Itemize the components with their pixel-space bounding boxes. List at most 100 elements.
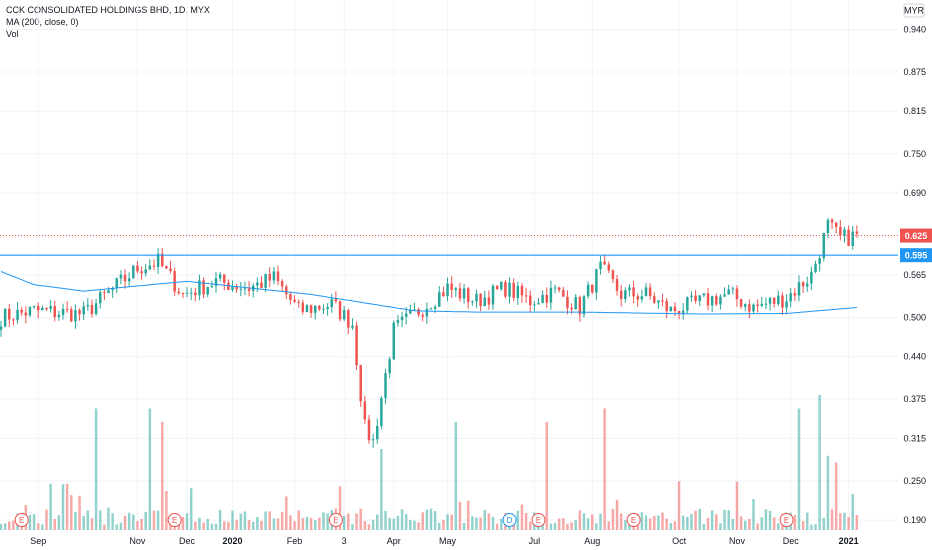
volume-bar	[586, 518, 590, 530]
earnings-event-marker[interactable]	[14, 513, 29, 527]
volume-bar	[177, 523, 181, 530]
moving-average-series	[0, 271, 857, 315]
candle-body	[144, 269, 147, 274]
volume-bar	[214, 523, 218, 530]
earnings-event-marker[interactable]	[328, 513, 343, 527]
candle-body	[8, 308, 11, 320]
candle-body	[148, 265, 152, 270]
candle-body	[500, 282, 503, 290]
volume-bar	[165, 491, 168, 530]
volume-bar	[619, 513, 623, 530]
volume-bar	[644, 515, 648, 530]
candle-body	[194, 292, 197, 296]
volume-bar	[57, 515, 61, 530]
y-tick-label: 0.875	[903, 67, 926, 77]
volume-bar	[553, 523, 557, 530]
x-tick-label: Nov	[729, 536, 746, 546]
volume-bar	[297, 510, 300, 530]
candle-body	[231, 286, 234, 290]
volume-bar	[801, 521, 805, 530]
volume-bar	[855, 515, 859, 530]
volume-bar	[318, 517, 321, 530]
candle-body	[297, 301, 300, 303]
chart-title: CCK CONSOLIDATED HOLDINGS BHD, 1D, MYX	[6, 5, 210, 15]
candle-body	[90, 304, 94, 314]
candle-body	[49, 306, 52, 310]
candle-body	[156, 253, 160, 267]
ma-indicator-label[interactable]: MA (200, close, 0)	[6, 17, 79, 27]
volume-bar	[806, 512, 809, 530]
volume-bar	[686, 516, 689, 530]
earnings-event-marker[interactable]	[626, 513, 641, 527]
volume-bar	[293, 521, 296, 530]
volume-bar	[566, 523, 569, 530]
volume-bar	[115, 524, 119, 530]
candle-body	[818, 258, 821, 264]
candle-body	[570, 307, 573, 310]
candle-body	[516, 285, 520, 298]
candle-body	[537, 303, 540, 305]
x-tick-label: Dec	[179, 536, 196, 546]
volume-bar	[32, 514, 36, 530]
y-tick-label: 0.190	[903, 515, 926, 525]
volume-bar	[487, 513, 491, 530]
earnings-event-marker[interactable]	[531, 513, 546, 527]
candle-body	[396, 320, 400, 323]
y-tick-label: 0.440	[903, 352, 926, 362]
earnings-event-label: E	[784, 516, 789, 525]
volume-bar	[793, 515, 797, 530]
candle-body	[123, 274, 127, 282]
candle-body	[851, 231, 854, 246]
x-tick-label: May	[439, 536, 457, 546]
candle-body	[847, 229, 850, 246]
volume-bar	[735, 481, 739, 530]
candle-body	[814, 263, 817, 272]
price-axis[interactable]: 0.940 0.875 0.815 0.750 0.690 0.565 0.500 0.440…	[903, 3, 926, 525]
volume-bar	[458, 501, 462, 530]
ma-200-line	[0, 271, 857, 315]
candle-body	[86, 304, 90, 307]
candle-body	[793, 293, 797, 296]
volume-bar	[301, 518, 305, 530]
candle-body	[479, 293, 482, 307]
volume-bar	[545, 422, 549, 530]
volume-bar	[144, 511, 147, 530]
earnings-event-marker[interactable]	[167, 513, 182, 527]
candlestick-series	[0, 217, 859, 448]
candle-body	[425, 308, 429, 317]
candle-body	[371, 439, 375, 441]
volume-bar	[392, 518, 396, 530]
candle-body	[830, 219, 834, 223]
earnings-event-marker[interactable]	[779, 513, 794, 527]
candle-body	[475, 293, 478, 302]
candle-body	[322, 308, 325, 310]
volume-bar	[218, 509, 222, 530]
candle-body	[218, 274, 222, 279]
volume-bars	[0, 395, 859, 530]
volume-bar	[123, 515, 127, 530]
candle-body	[549, 287, 553, 303]
candle-body	[483, 297, 486, 307]
candle-body	[351, 325, 354, 328]
volume-indicator-label[interactable]: Vol	[6, 29, 19, 39]
volume-bar	[260, 520, 263, 530]
candle-body	[710, 296, 714, 306]
volume-bar	[136, 520, 139, 530]
candle-body	[438, 292, 441, 307]
candle-body	[45, 307, 48, 310]
candle-body	[189, 292, 193, 294]
volume-bar	[227, 521, 230, 530]
candle-body	[768, 297, 772, 304]
candle-body	[12, 319, 15, 321]
time-axis[interactable]: Sep Nov Dec 2020 Feb 3 Apr May Jul Aug Oct Nov Dec 20…	[30, 536, 858, 546]
volume-bar	[111, 513, 114, 530]
dividend-event-marker[interactable]	[502, 513, 517, 527]
candle-body	[723, 294, 726, 297]
currency-box[interactable]	[903, 3, 925, 18]
candle-body	[715, 296, 718, 305]
candle-body	[624, 290, 627, 300]
volume-bar	[500, 518, 503, 530]
volume-bar	[169, 521, 172, 530]
